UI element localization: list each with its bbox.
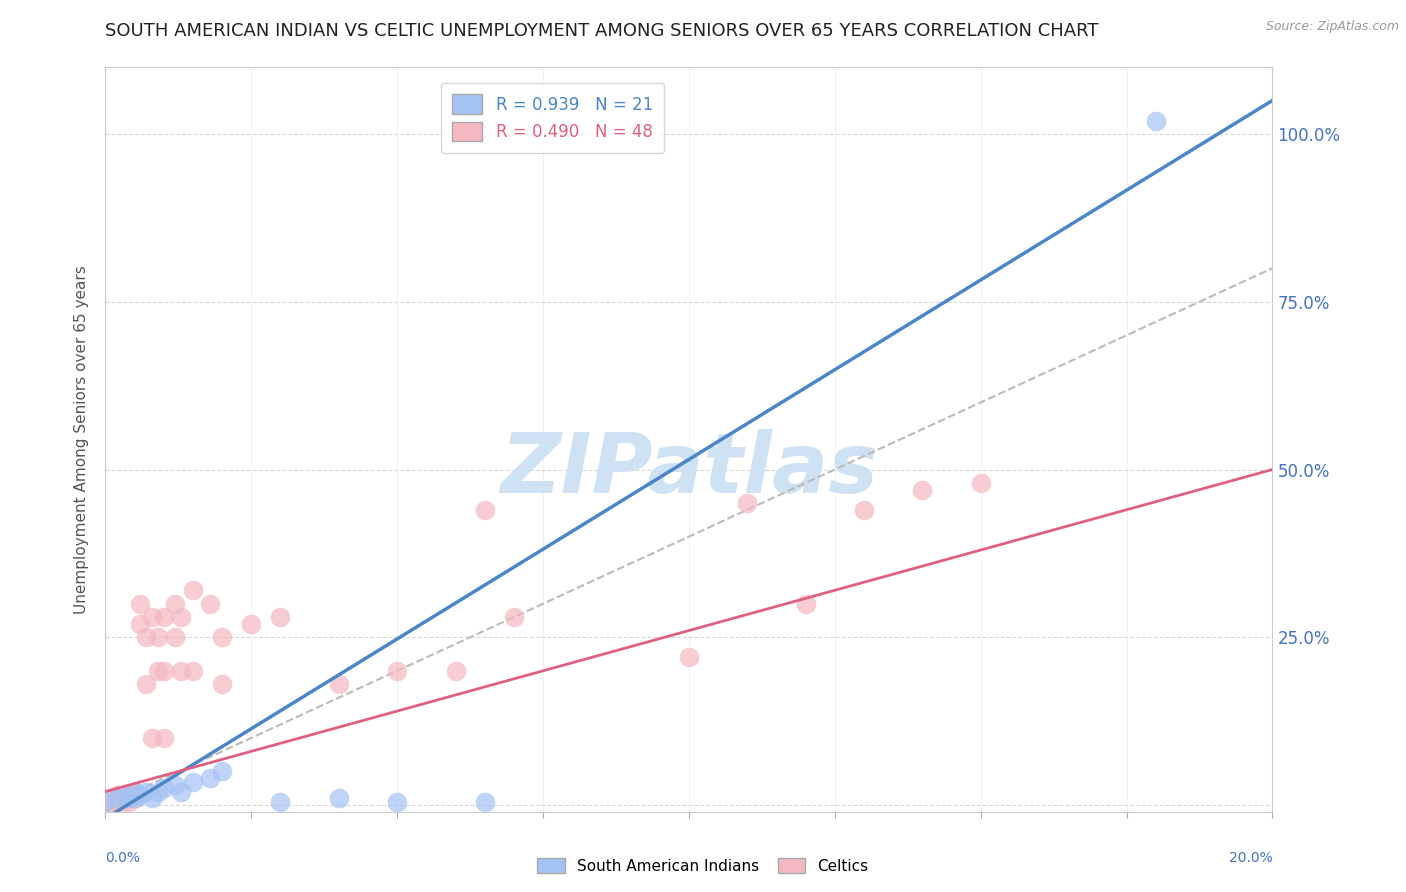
Point xyxy=(170,784,193,798)
Legend: R = 0.939   N = 21, R = 0.490   N = 48: R = 0.939 N = 21, R = 0.490 N = 48 xyxy=(440,83,665,153)
Point xyxy=(165,597,187,611)
Point xyxy=(211,677,233,691)
Point xyxy=(129,616,152,631)
Text: ZIPatlas: ZIPatlas xyxy=(501,428,877,509)
Point xyxy=(269,795,292,809)
Point xyxy=(502,610,524,624)
Point xyxy=(135,677,157,691)
Point xyxy=(328,791,350,805)
Point xyxy=(165,778,187,792)
Point xyxy=(141,610,163,624)
Point xyxy=(105,788,128,802)
Point xyxy=(111,788,134,802)
Text: Source: ZipAtlas.com: Source: ZipAtlas.com xyxy=(1265,20,1399,33)
Point xyxy=(105,795,128,809)
Point xyxy=(911,483,934,497)
Point xyxy=(129,788,152,802)
Point xyxy=(1144,113,1167,128)
Legend: South American Indians, Celtics: South American Indians, Celtics xyxy=(531,852,875,880)
Point xyxy=(111,795,134,809)
Point xyxy=(385,664,408,678)
Point xyxy=(153,610,174,624)
Point xyxy=(124,791,146,805)
Point xyxy=(181,664,204,678)
Point xyxy=(211,764,233,779)
Point xyxy=(141,791,163,805)
Point xyxy=(153,731,174,745)
Text: 0.0%: 0.0% xyxy=(105,851,141,865)
Point xyxy=(474,795,496,809)
Point xyxy=(200,771,222,785)
Point xyxy=(678,650,700,665)
Point xyxy=(146,784,169,798)
Point xyxy=(141,731,163,745)
Point xyxy=(124,784,146,798)
Point xyxy=(737,496,759,510)
Point xyxy=(474,502,496,516)
Y-axis label: Unemployment Among Seniors over 65 years: Unemployment Among Seniors over 65 years xyxy=(75,265,90,614)
Text: 20.0%: 20.0% xyxy=(1229,851,1272,865)
Point xyxy=(94,795,117,809)
Point xyxy=(852,502,875,516)
Point xyxy=(181,774,204,789)
Point xyxy=(124,791,146,805)
Point xyxy=(111,788,134,802)
Point xyxy=(165,630,187,644)
Point xyxy=(118,795,141,809)
Point xyxy=(269,610,292,624)
Point xyxy=(94,795,117,809)
Point xyxy=(444,664,467,678)
Point xyxy=(794,597,817,611)
Point xyxy=(328,677,350,691)
Point xyxy=(100,791,122,805)
Point xyxy=(170,664,193,678)
Point xyxy=(118,788,141,802)
Point xyxy=(211,630,233,644)
Point xyxy=(105,791,128,805)
Text: SOUTH AMERICAN INDIAN VS CELTIC UNEMPLOYMENT AMONG SENIORS OVER 65 YEARS CORRELA: SOUTH AMERICAN INDIAN VS CELTIC UNEMPLOY… xyxy=(105,22,1099,40)
Point xyxy=(100,795,122,809)
Point xyxy=(969,475,991,490)
Point xyxy=(146,630,169,644)
Point xyxy=(124,784,146,798)
Point xyxy=(111,791,134,805)
Point xyxy=(135,630,157,644)
Point xyxy=(146,664,169,678)
Point xyxy=(181,583,204,598)
Point xyxy=(118,791,141,805)
Point xyxy=(105,791,128,805)
Point xyxy=(124,788,146,802)
Point xyxy=(385,795,408,809)
Point xyxy=(153,664,174,678)
Point xyxy=(153,781,174,796)
Point xyxy=(135,784,157,798)
Point xyxy=(129,597,152,611)
Point xyxy=(118,791,141,805)
Point xyxy=(170,610,193,624)
Point xyxy=(200,597,222,611)
Point xyxy=(240,616,263,631)
